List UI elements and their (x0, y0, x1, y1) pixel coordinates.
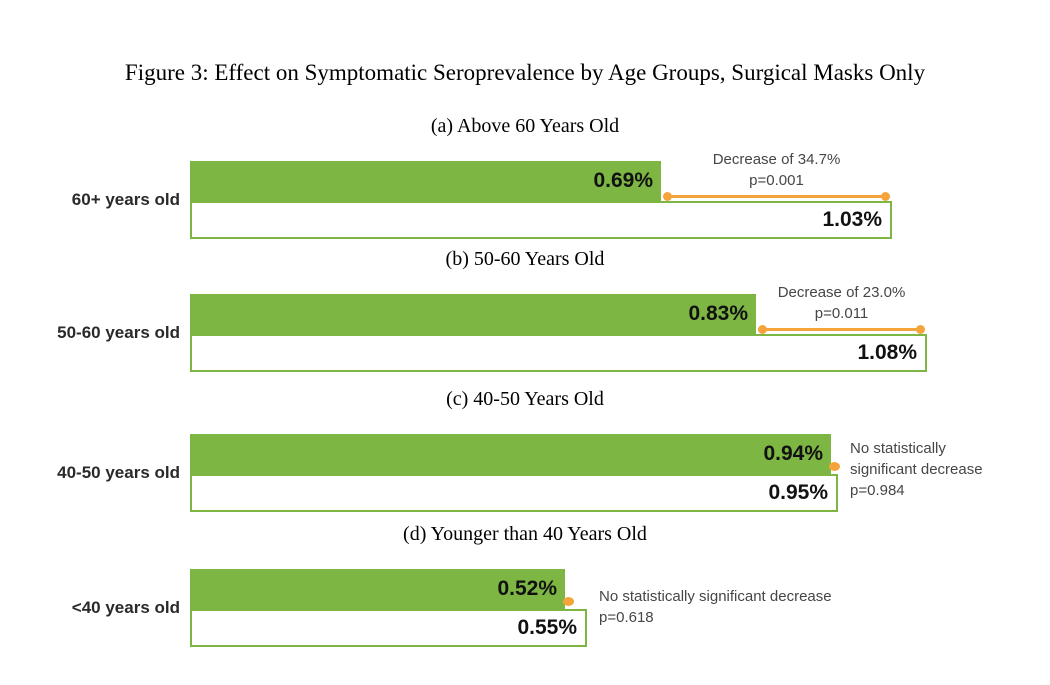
green-bar: 0.52% (190, 569, 565, 609)
chart-row: 50-60 years old 0.83% 1.08% Decrease of … (0, 284, 1050, 374)
category-label: 60+ years old (71, 190, 180, 209)
annotation-line: Decrease of 34.7% (712, 151, 841, 168)
significance-annotation: Decrease of 34.7% p=0.001 (647, 149, 907, 191)
bars-group: 0.94% 0.95% No statistically significant… (190, 434, 983, 512)
green-bar: 0.69% (190, 161, 661, 201)
outlined-bar: 0.55% (190, 609, 587, 647)
panel-subtitle: (c) 40-50 Years Old (446, 388, 604, 410)
panel-subtitle: (a) Above 60 Years Old (430, 115, 620, 137)
bars-group: 0.52% 0.55% No statistically significant… (190, 569, 832, 647)
annotation-pvalue: p=0.011 (814, 305, 869, 322)
significance-dot (829, 462, 840, 471)
outlined-bar-value: 1.08% (857, 341, 917, 364)
panel-50-60: (b) 50-60 Years Old 50-60 years old 0.83… (0, 248, 1050, 374)
green-bar: 0.83% (190, 294, 756, 334)
significance-annotation: No statistically significant decrease p=… (850, 438, 983, 501)
figure-title: Figure 3: Effect on Symptomatic Seroprev… (124, 60, 926, 85)
panel-above-60: (a) Above 60 Years Old 60+ years old 0.6… (0, 115, 1050, 241)
bars-group: 0.69% 1.03% Decrease of 34.7% p=0.001 (190, 151, 892, 239)
category-label: 40-50 years old (57, 463, 180, 482)
outlined-bar-value: 0.55% (517, 616, 577, 639)
significance-dot (563, 597, 574, 606)
outlined-bar-value: 0.95% (768, 481, 828, 504)
significance-bracket (663, 192, 890, 201)
green-bar-value: 0.52% (497, 577, 557, 600)
panel-subtitle: (d) Younger than 40 Years Old (403, 523, 647, 545)
annotation-line: Decrease of 23.0% (777, 284, 906, 301)
outlined-bar: 1.08% (190, 334, 927, 372)
green-bar-value: 0.83% (688, 302, 748, 325)
annotation-line: No statistically significant decrease (599, 588, 832, 605)
significance-bracket (758, 325, 925, 334)
chart-row: 40-50 years old 0.94% 0.95% No statistic… (0, 434, 1050, 514)
annotation-pvalue: p=0.618 (599, 609, 654, 626)
chart-row: 60+ years old 0.69% 1.03% Decrease of 34… (0, 151, 1050, 241)
annotation-pvalue: p=0.984 (850, 482, 905, 499)
green-bar-value: 0.69% (593, 169, 653, 192)
outlined-bar-value: 1.03% (822, 208, 882, 231)
panel-40-50: (c) 40-50 Years Old 40-50 years old 0.94… (0, 388, 1050, 514)
green-bar: 0.94% (190, 434, 831, 474)
category-label: 50-60 years old (57, 323, 180, 342)
annotation-line: No statistically (850, 440, 946, 457)
chart-row: <40 years old 0.52% 0.55% No statistical… (0, 569, 1050, 649)
outlined-bar: 0.95% (190, 474, 838, 512)
annotation-pvalue: p=0.001 (749, 172, 804, 189)
significance-annotation: Decrease of 23.0% p=0.011 (712, 282, 972, 324)
panel-under-40: (d) Younger than 40 Years Old <40 years … (0, 523, 1050, 649)
category-label: <40 years old (71, 598, 180, 617)
annotation-line: significant decrease (850, 461, 983, 478)
outlined-bar: 1.03% (190, 201, 892, 239)
green-bar-value: 0.94% (763, 442, 823, 465)
bars-group: 0.83% 1.08% Decrease of 23.0% p=0.011 (190, 284, 927, 372)
significance-annotation: No statistically significant decrease p=… (599, 586, 832, 628)
panel-subtitle: (b) 50-60 Years Old (445, 248, 605, 270)
